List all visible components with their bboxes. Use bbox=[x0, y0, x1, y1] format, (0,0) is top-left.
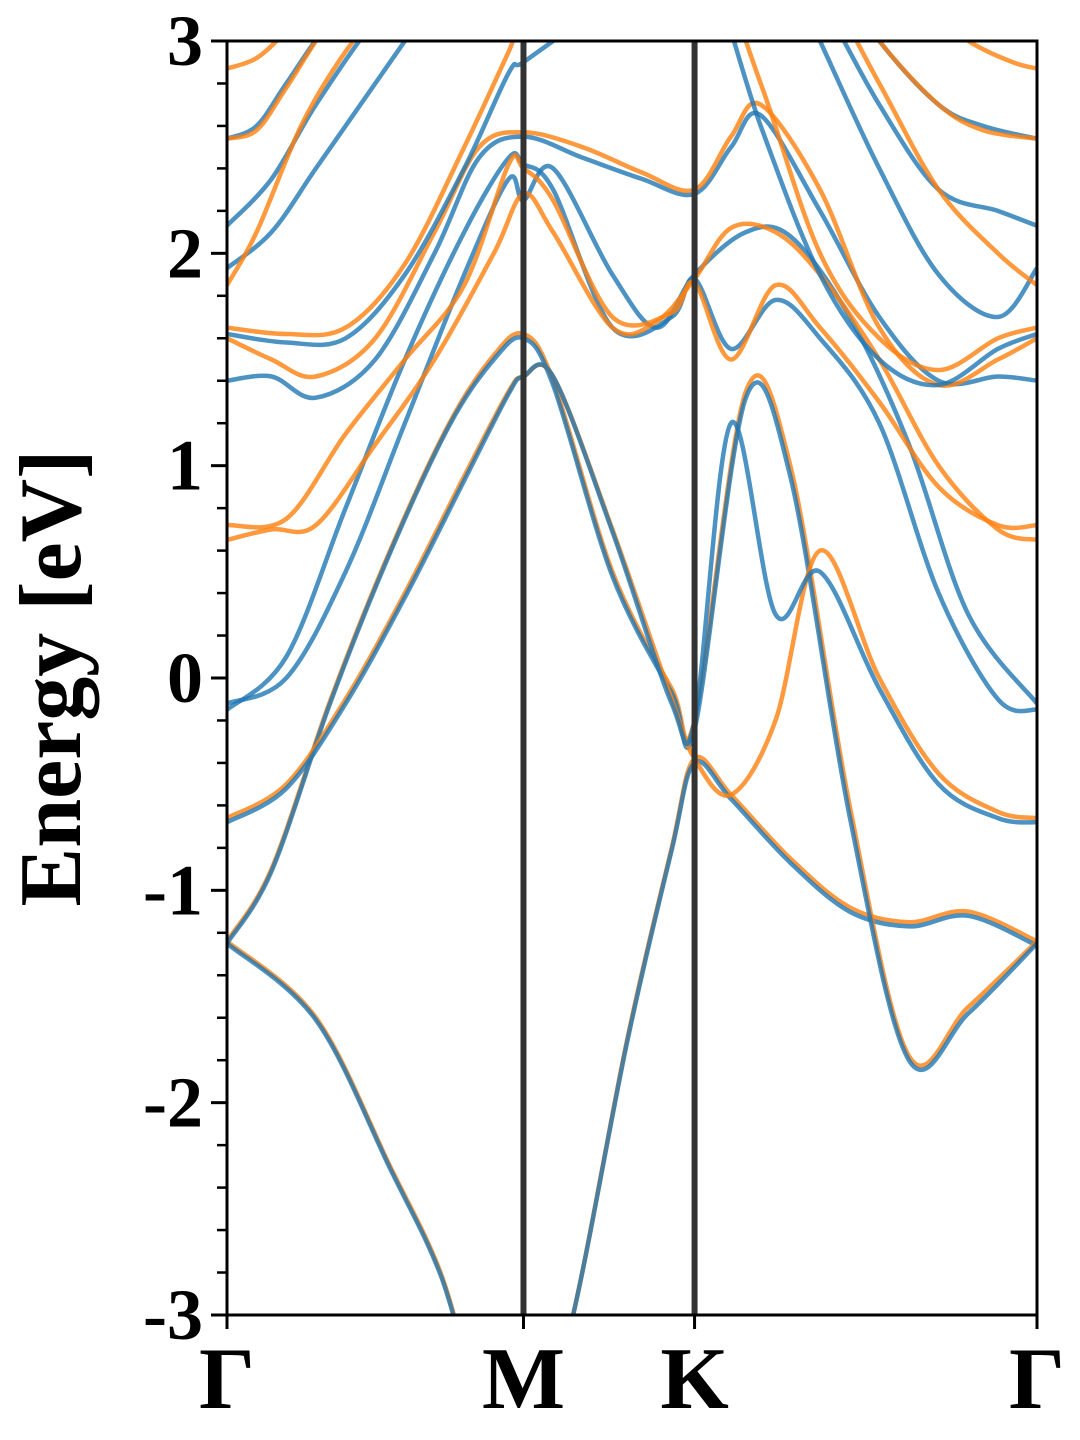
x-tick-label: K bbox=[660, 1331, 728, 1428]
high-symmetry-lines bbox=[520, 41, 698, 1315]
band-line-7 bbox=[227, 163, 1037, 706]
band-line-4 bbox=[227, 335, 1037, 1072]
y-tick-label: -2 bbox=[143, 1063, 203, 1143]
band-line-11 bbox=[227, 110, 1037, 400]
y-tick-label: 0 bbox=[167, 638, 203, 718]
band-line-10 bbox=[227, 153, 1037, 531]
band-line-19 bbox=[227, 41, 1037, 141]
y-tick-label: -1 bbox=[143, 850, 203, 930]
band-line-17 bbox=[227, 41, 1037, 288]
y-tick-label: -3 bbox=[143, 1275, 203, 1355]
band-line-16 bbox=[227, 41, 1037, 228]
band-line-9 bbox=[227, 191, 1037, 543]
y-axis-label: Energy [eV] bbox=[3, 450, 100, 907]
band-line-15 bbox=[227, 41, 1037, 320]
band-line-14 bbox=[227, 41, 1037, 373]
x-tick-label: M bbox=[482, 1331, 565, 1428]
band-line-2 bbox=[227, 759, 1037, 1315]
x-tick-label: Γ bbox=[199, 1331, 255, 1428]
y-axis-ticks: 3 2 1 0 -1 -2 -3 bbox=[143, 1, 227, 1355]
band-line-1 bbox=[227, 754, 1037, 1315]
band-line-6 bbox=[227, 362, 1037, 825]
plot-frame bbox=[225, 39, 1039, 1317]
band-series-group bbox=[227, 41, 1037, 1315]
y-tick-label: 1 bbox=[167, 426, 203, 506]
band-line-13 bbox=[227, 41, 1037, 388]
y-tick-label: 3 bbox=[167, 1, 203, 81]
y-tick-label: 2 bbox=[167, 213, 203, 293]
x-tick-label: Γ bbox=[1009, 1331, 1065, 1428]
band-line-12 bbox=[227, 100, 1037, 389]
